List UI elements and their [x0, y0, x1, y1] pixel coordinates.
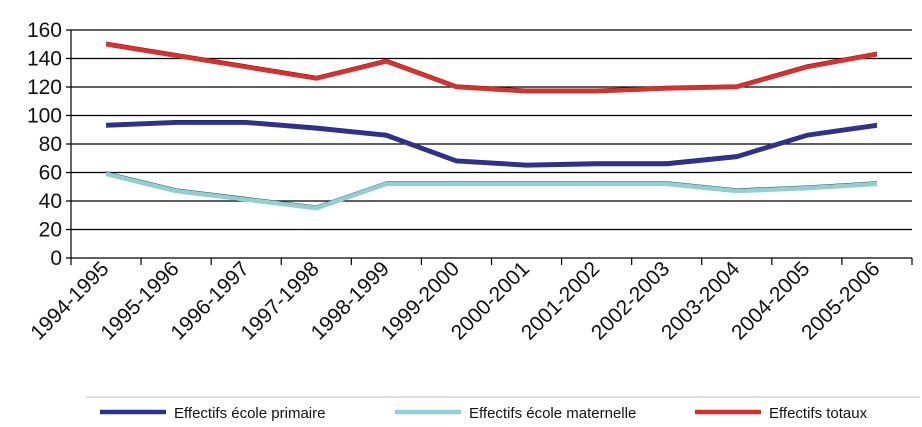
y-tick-label: 0	[50, 247, 62, 270]
legend-label: Effectifs école maternelle	[469, 405, 636, 422]
series-shadow-0	[106, 119, 878, 165]
y-tick-label: 120	[27, 76, 62, 99]
legend-label: Effectifs totaux	[769, 405, 868, 422]
y-tick-label: 140	[27, 48, 62, 71]
series-lines	[105, 41, 878, 211]
axes	[70, 30, 913, 265]
legend: Effectifs école primaire Effectifs école …	[86, 396, 920, 422]
y-tick-label: 80	[39, 133, 62, 156]
y-tick-label: 100	[27, 105, 62, 128]
series-line-1	[105, 171, 878, 211]
series-line-2	[105, 42, 878, 94]
y-tick-label: 40	[39, 190, 62, 213]
x-axis-tick-labels: 1994-19951995-19961996-19971997-19981998…	[26, 257, 884, 345]
y-tick-label: 60	[39, 162, 62, 185]
y-tick-label: 20	[39, 219, 62, 242]
legend-label: Effectifs école primaire	[174, 405, 325, 422]
series-line-0	[105, 120, 878, 168]
y-axis-tick-labels: 0 20 40 60 80 100 120 140 160	[27, 19, 62, 270]
gridlines	[66, 29, 912, 259]
y-tick-label: 160	[27, 19, 62, 42]
